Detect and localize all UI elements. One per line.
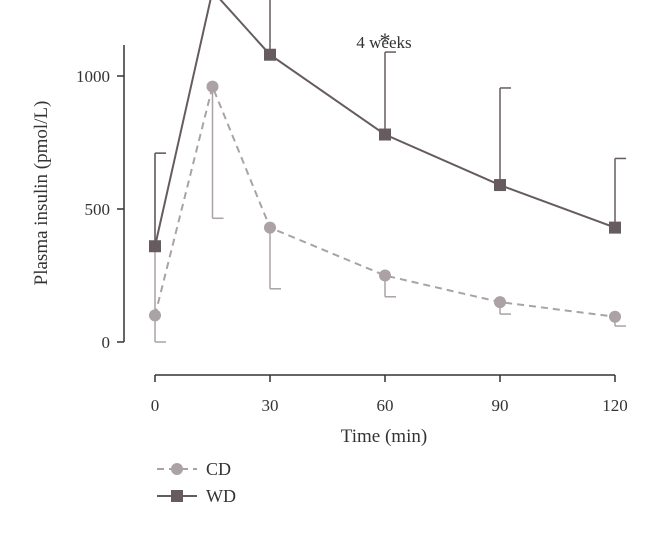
y-tick-label: 1000 [76, 67, 110, 86]
legend-marker [171, 490, 183, 502]
x-axis-title: Time (min) [341, 426, 427, 447]
data-point-wd [494, 179, 506, 192]
legend: CD WD [157, 459, 236, 506]
y-tick-label: 0 [102, 333, 111, 352]
data-point-wd [264, 48, 276, 61]
x-tick-label: 0 [151, 396, 160, 415]
significance-asterisk: * [380, 28, 391, 53]
data-point-cd [379, 269, 391, 282]
y-axis-title: Plasma insulin (pmol/L) [31, 101, 52, 286]
data-point-cd [206, 80, 219, 93]
series-line-cd [154, 83, 616, 318]
data-point-cd [494, 296, 506, 309]
legend-item-cd: CD [157, 459, 231, 479]
data-point-cd [149, 309, 161, 322]
legend-label: WD [206, 486, 236, 506]
legend-label: CD [206, 459, 231, 479]
legend-marker [171, 463, 183, 475]
series-line-wd [154, 0, 616, 247]
x-tick-label: 120 [602, 396, 628, 415]
x-tick-label: 60 [377, 396, 394, 415]
data-point-wd [379, 128, 391, 141]
y-tick-label: 500 [85, 200, 111, 219]
legend-item-wd: WD [157, 486, 236, 506]
y-ticks: 0500100015002000 [76, 67, 124, 352]
data-point-cd [264, 221, 276, 234]
data-point-cd [609, 310, 621, 323]
series-wd [149, 0, 626, 253]
data-point-wd [609, 221, 621, 234]
x-ticks: 0 30 60 90 120 [151, 375, 628, 415]
data-point-wd [149, 240, 161, 253]
x-tick-label: 30 [262, 396, 279, 415]
significance-annotations: ** [380, 28, 391, 53]
plot-area [149, 0, 626, 343]
series-cd [149, 80, 626, 343]
axes [123, 45, 615, 376]
x-tick-label: 90 [492, 396, 509, 415]
chart-title: 4 weeks [356, 33, 411, 52]
